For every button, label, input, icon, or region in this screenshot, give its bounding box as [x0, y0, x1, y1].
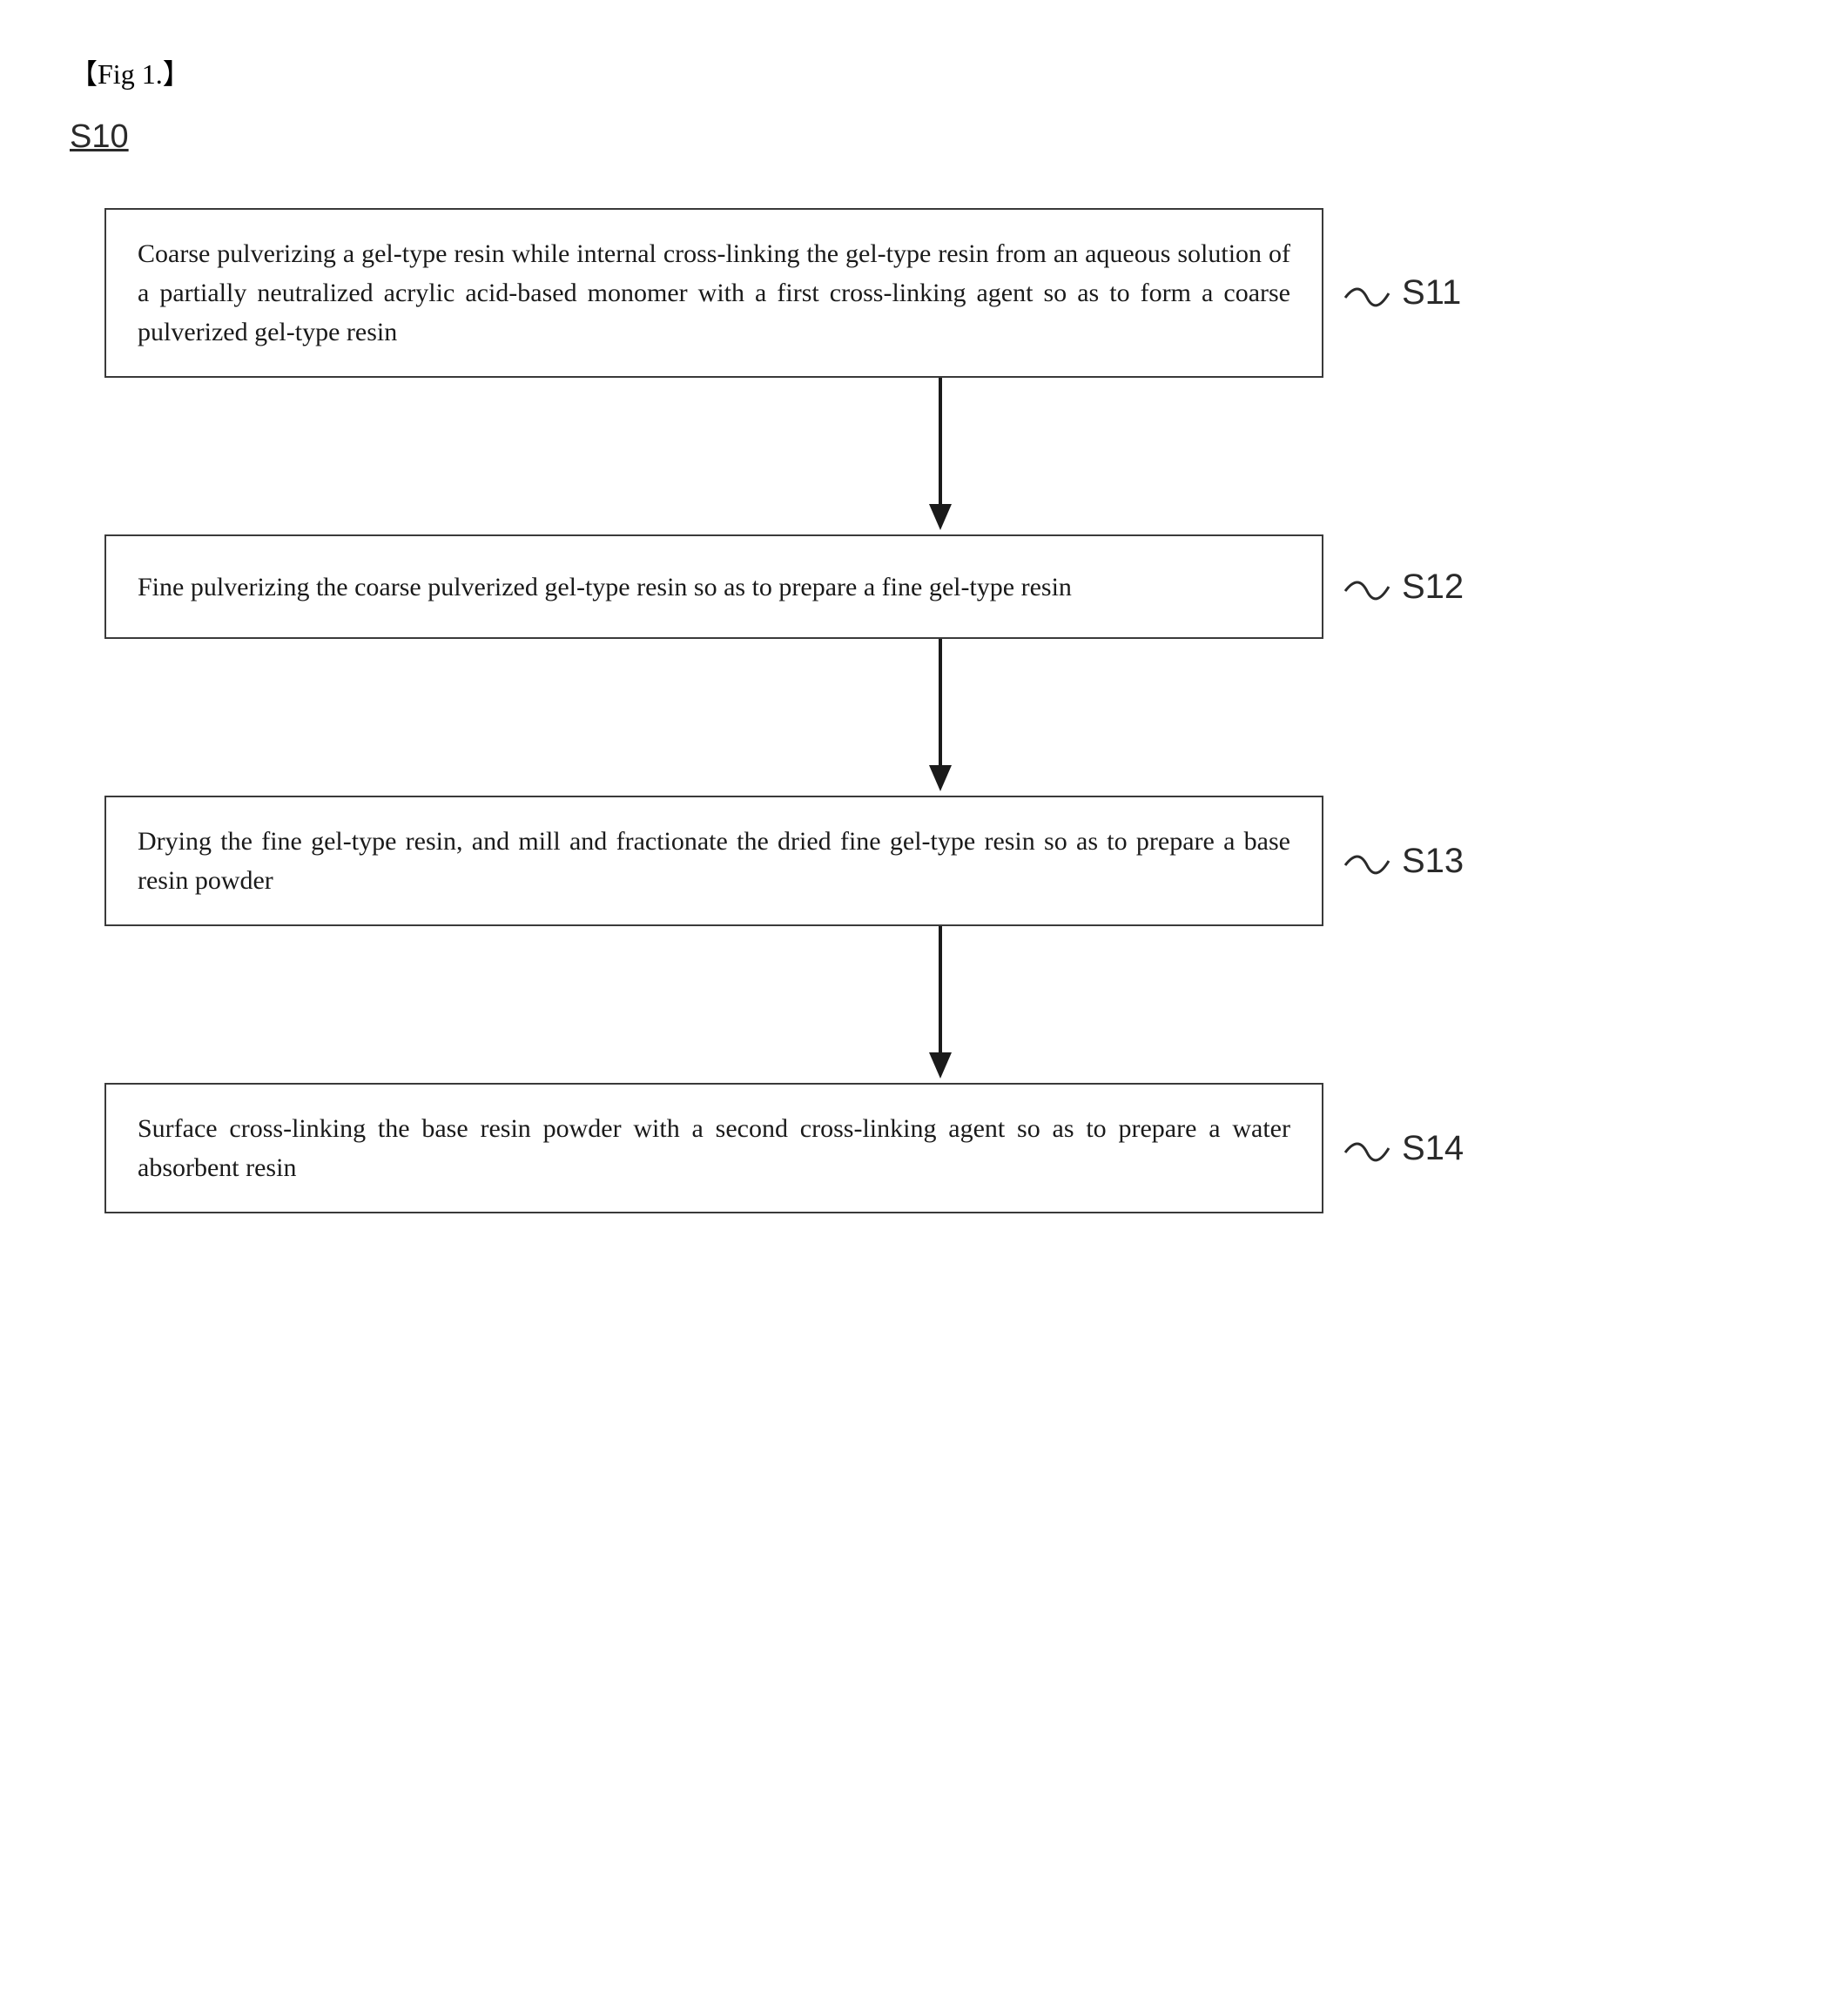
flowchart-container: Coarse pulverizing a gel-type resin whil… [104, 208, 1775, 1213]
flow-step: Surface cross-linking the base resin pow… [104, 1083, 1775, 1213]
step-label-wrap: S13 [1341, 839, 1464, 883]
flow-step: Drying the fine gel-type resin, and mill… [104, 796, 1775, 926]
arrow-down-icon [919, 926, 962, 1083]
connector-curve-icon [1341, 1126, 1393, 1170]
connector-curve-icon [1341, 272, 1393, 315]
step-box: Fine pulverizing the coarse pulverized g… [104, 534, 1323, 639]
step-text: Coarse pulverizing a gel-type resin whil… [138, 234, 1290, 352]
flow-step: Coarse pulverizing a gel-type resin whil… [104, 208, 1775, 378]
step-text: Drying the fine gel-type resin, and mill… [138, 822, 1290, 900]
step-label-wrap: S12 [1341, 565, 1464, 608]
step-text: Fine pulverizing the coarse pulverized g… [138, 568, 1072, 607]
connector-curve-icon [1341, 565, 1393, 608]
step-box: Drying the fine gel-type resin, and mill… [104, 796, 1323, 926]
arrow-connector [331, 639, 1550, 796]
step-label: S12 [1402, 568, 1464, 607]
step-label: S14 [1402, 1129, 1464, 1168]
figure-label: 【Fig 1.】 [70, 52, 1775, 92]
step-box: Surface cross-linking the base resin pow… [104, 1083, 1323, 1213]
arrow-connector [331, 926, 1550, 1083]
step-box: Coarse pulverizing a gel-type resin whil… [104, 208, 1323, 378]
step-text: Surface cross-linking the base resin pow… [138, 1109, 1290, 1187]
arrow-down-icon [919, 378, 962, 534]
arrow-connector [331, 378, 1550, 534]
arrow-down-icon [919, 639, 962, 796]
section-label: S10 [70, 118, 1775, 156]
step-label: S11 [1402, 273, 1461, 312]
step-label: S13 [1402, 842, 1464, 881]
step-label-wrap: S14 [1341, 1126, 1464, 1170]
flow-step: Fine pulverizing the coarse pulverized g… [104, 534, 1775, 639]
connector-curve-icon [1341, 839, 1393, 883]
step-label-wrap: S11 [1341, 272, 1461, 315]
